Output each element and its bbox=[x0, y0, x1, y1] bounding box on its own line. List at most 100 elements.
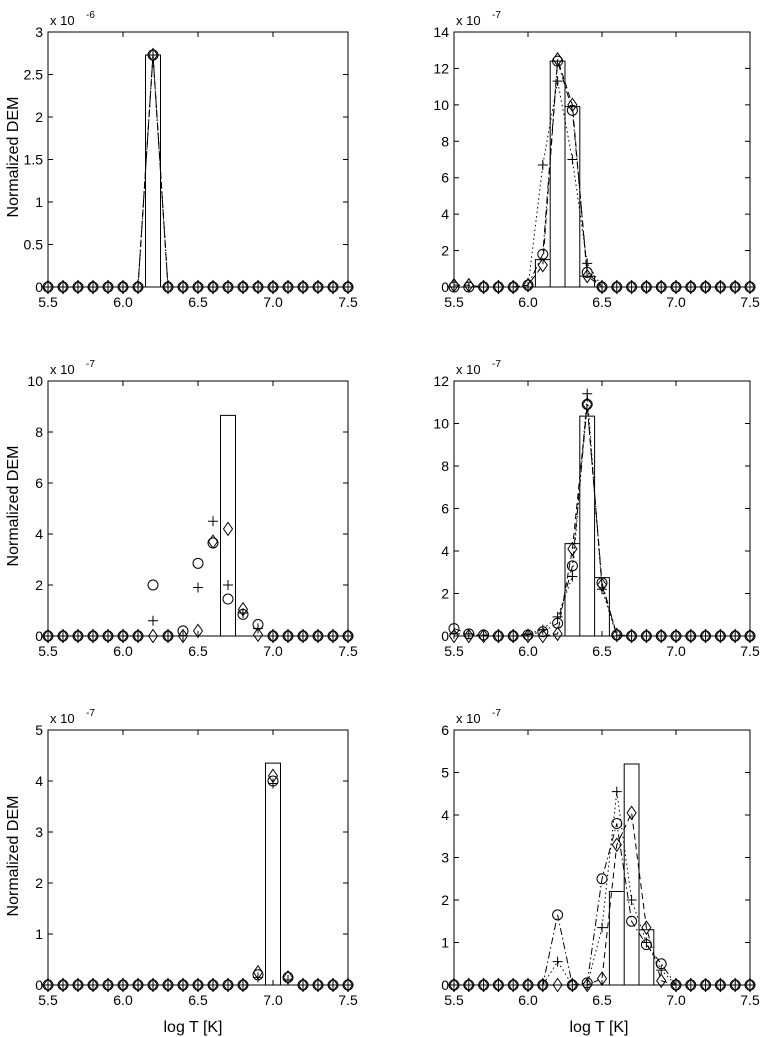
point-diamond bbox=[744, 628, 756, 644]
point-diamond bbox=[192, 623, 204, 639]
y-tick-label: 0 bbox=[35, 628, 43, 644]
point-circle bbox=[611, 818, 623, 829]
point-diamond bbox=[147, 977, 159, 993]
point-diamond bbox=[207, 279, 219, 295]
point-plus bbox=[73, 980, 83, 990]
point-diamond bbox=[252, 627, 264, 643]
true-dem-histogram bbox=[48, 54, 348, 288]
point-diamond bbox=[448, 628, 460, 644]
y-tick-label: 2 bbox=[35, 109, 43, 125]
point-diamond bbox=[522, 277, 534, 293]
point-diamond bbox=[42, 628, 54, 644]
x-tick-label: 6.5 bbox=[188, 992, 208, 1008]
point-diamond bbox=[730, 977, 741, 993]
point-diamond bbox=[537, 977, 548, 993]
point-plus bbox=[118, 980, 128, 990]
y-tick-label: 2 bbox=[441, 892, 449, 908]
point-diamond bbox=[508, 279, 519, 295]
point-diamond bbox=[596, 577, 608, 593]
point-plus bbox=[133, 631, 143, 641]
y-tick-label: 4 bbox=[35, 526, 43, 542]
point-diamond bbox=[192, 977, 204, 993]
point-circle bbox=[237, 608, 249, 620]
point-diamond bbox=[42, 279, 54, 295]
point-diamond bbox=[162, 279, 174, 295]
point-plus bbox=[597, 922, 607, 933]
point-diamond bbox=[552, 626, 563, 642]
point-diamond bbox=[596, 279, 608, 295]
point-diamond bbox=[147, 628, 159, 644]
point-circle bbox=[177, 625, 189, 637]
point-circle bbox=[537, 626, 549, 638]
y-tick-label: 1 bbox=[35, 926, 43, 942]
point-plus bbox=[567, 154, 578, 165]
x-tick-label: 7.0 bbox=[263, 643, 283, 659]
point-diamond bbox=[117, 977, 129, 993]
series-line-plus bbox=[454, 81, 750, 288]
point-diamond bbox=[57, 279, 69, 295]
point-diamond bbox=[730, 628, 741, 644]
y-tick-label: 4 bbox=[441, 543, 449, 559]
point-circle bbox=[252, 969, 264, 981]
point-diamond bbox=[57, 628, 69, 644]
x-tick-label: 7.0 bbox=[666, 643, 686, 659]
series-line-plus bbox=[48, 54, 348, 288]
point-diamond bbox=[132, 628, 144, 644]
point-plus bbox=[283, 631, 293, 641]
x-tick-label: 7.0 bbox=[666, 294, 686, 310]
point-diamond bbox=[312, 628, 324, 644]
y-tick-label: 10 bbox=[433, 97, 449, 113]
y-tick-label: 0 bbox=[441, 977, 449, 993]
y-tick-label: 10 bbox=[27, 373, 43, 389]
point-diamond bbox=[87, 977, 99, 993]
point-diamond bbox=[626, 628, 637, 644]
x-tick-label: 6.5 bbox=[592, 294, 612, 310]
y-tick-label: 5 bbox=[35, 722, 43, 738]
series-line-plus bbox=[454, 791, 750, 986]
y-tick-label: 8 bbox=[441, 458, 449, 474]
x-tick-label: 5.5 bbox=[38, 294, 58, 310]
point-diamond bbox=[596, 971, 608, 987]
point-diamond bbox=[582, 977, 593, 993]
point-diamond bbox=[552, 51, 563, 67]
point-diamond bbox=[342, 977, 354, 993]
x-tick-label: 7.5 bbox=[338, 294, 358, 310]
point-diamond bbox=[537, 257, 548, 273]
point-circle bbox=[581, 266, 593, 278]
point-diamond bbox=[177, 977, 189, 993]
point-plus bbox=[626, 895, 637, 905]
panel-row1-right: 0 2 4 6 8 10 12 14 5.5 6.0 6.5 7.0 7.5 x 10 -7 bbox=[433, 10, 760, 310]
point-diamond bbox=[222, 521, 234, 537]
axis-exponent-label: x 10 bbox=[50, 362, 75, 377]
point-plus bbox=[328, 980, 338, 990]
point-diamond bbox=[611, 627, 622, 643]
axes-frame bbox=[453, 31, 751, 288]
point-plus bbox=[298, 631, 308, 641]
point-diamond bbox=[297, 279, 309, 295]
x-tick-label: 5.5 bbox=[444, 294, 464, 310]
x-tick-label: 6.5 bbox=[188, 294, 208, 310]
point-diamond bbox=[448, 977, 460, 993]
point-diamond bbox=[327, 977, 339, 993]
point-diamond bbox=[267, 628, 279, 644]
x-tick-label: 7.5 bbox=[740, 643, 760, 659]
x-tick-label: 6.0 bbox=[113, 643, 133, 659]
x-tick-label: 5.5 bbox=[444, 992, 464, 1008]
point-diamond bbox=[327, 628, 339, 644]
x-tick-label: 6.5 bbox=[592, 992, 612, 1008]
x-tick-label: 6.5 bbox=[188, 643, 208, 659]
panel-row3-right: 0 1 2 3 4 5 6 5.5 6.0 6.5 7.0 7.5 x 10 -7 bbox=[441, 708, 760, 1008]
point-diamond bbox=[567, 97, 578, 113]
y-tick-label: 3 bbox=[35, 824, 43, 840]
point-plus bbox=[343, 631, 353, 641]
y-tick-label: 3 bbox=[441, 850, 449, 866]
point-plus bbox=[313, 980, 323, 990]
point-diamond bbox=[700, 628, 711, 644]
ylabel-row3: Normalized DEM bbox=[5, 796, 22, 917]
point-plus bbox=[178, 980, 188, 990]
x-tick-label: 6.0 bbox=[113, 992, 133, 1008]
point-plus bbox=[193, 980, 203, 990]
y-tick-label: 12 bbox=[433, 373, 449, 389]
series-line-plus bbox=[454, 393, 750, 637]
axis-exponent-label: x 10 bbox=[50, 711, 75, 726]
